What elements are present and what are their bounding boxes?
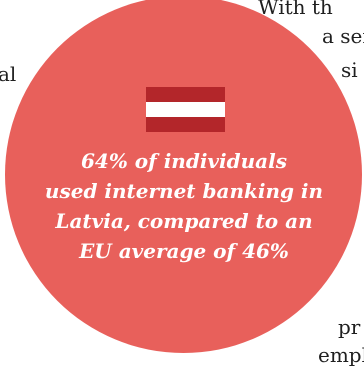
callout-line-2: used internet banking in xyxy=(44,179,324,203)
background-text-line-6: empl xyxy=(318,343,364,367)
background-text-line-4: al xyxy=(0,62,17,86)
latvia-flag-icon xyxy=(146,87,225,132)
background-text-line-2: a ser xyxy=(322,24,364,48)
callout-line-4: EU average of 46% xyxy=(79,239,289,263)
flag-stripe-bottom xyxy=(146,117,225,132)
background-text-line-1: With th xyxy=(258,0,333,19)
flag-stripe-middle xyxy=(146,102,225,117)
callout-line-3: Latvia, compared to an xyxy=(55,209,313,233)
background-text-line-5: pr xyxy=(338,315,361,339)
callout-statement: 64% of individuals used internet banking… xyxy=(24,146,344,266)
flag-stripe-top xyxy=(146,87,225,102)
callout-circle xyxy=(5,0,362,353)
callout-line-1: 64% of individuals xyxy=(81,149,287,173)
background-text-line-3: si xyxy=(341,58,358,82)
